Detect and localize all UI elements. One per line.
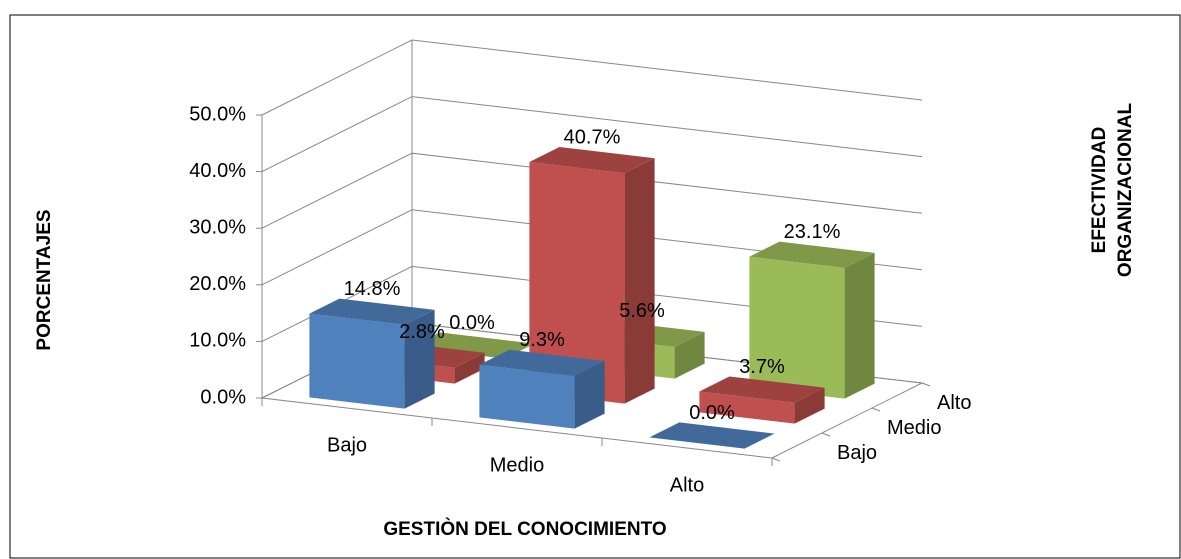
bar-side xyxy=(624,158,655,404)
bar-side xyxy=(454,352,485,384)
bar-side xyxy=(674,331,705,379)
x-tick-label: Alto xyxy=(670,474,704,496)
z-tick xyxy=(921,382,931,387)
y-tick-label: 40.0% xyxy=(189,160,246,182)
bar xyxy=(409,332,535,359)
data-label: 9.3% xyxy=(519,329,565,351)
bar-top xyxy=(699,376,825,403)
bar-top xyxy=(309,298,435,325)
grid-line xyxy=(261,96,923,173)
bar-side xyxy=(574,360,605,429)
y-tick-label: 50.0% xyxy=(189,103,246,125)
z-tick xyxy=(871,407,881,412)
data-label: 23.1% xyxy=(784,221,841,243)
data-label: 14.8% xyxy=(344,278,401,300)
grid-line xyxy=(261,152,923,229)
data-label: 2.8% xyxy=(399,321,445,343)
bar-top xyxy=(529,147,655,174)
z-axis-title: EFECTIVIDAD xyxy=(1089,127,1110,254)
bar-top xyxy=(649,422,775,449)
data-label: 0.0% xyxy=(449,312,495,334)
bar-front xyxy=(479,364,575,429)
bar xyxy=(309,298,435,409)
bar xyxy=(529,147,655,404)
bar-side xyxy=(844,252,875,399)
x-axis-title: GESTIÒN DEL CONOCIMIENTO xyxy=(383,518,666,540)
bar-top xyxy=(479,349,605,376)
z-tick xyxy=(771,457,781,462)
bar-side xyxy=(404,309,435,409)
x-tick-label: Bajo xyxy=(327,434,367,456)
y-tick-label: 10.0% xyxy=(189,330,246,352)
bar-front xyxy=(749,256,845,399)
bar-front xyxy=(309,313,405,409)
data-label: 3.7% xyxy=(739,356,785,378)
x-tick-label: Medio xyxy=(490,454,544,476)
grid-line xyxy=(261,209,923,286)
z-axis-title: ORGANIZACIONAL xyxy=(1115,103,1136,278)
bar-front xyxy=(529,162,625,404)
data-label: 0.0% xyxy=(689,402,735,424)
data-label: 40.7% xyxy=(564,126,621,148)
bar xyxy=(649,422,775,449)
y-tick-label: 0.0% xyxy=(200,386,246,408)
bar xyxy=(749,241,875,399)
y-tick-label: 20.0% xyxy=(189,273,246,295)
legend-label: Alto xyxy=(937,392,971,414)
y-tick-label: 30.0% xyxy=(189,216,246,238)
bar-top xyxy=(749,241,875,268)
legend-label: Medio xyxy=(887,417,941,439)
data-label: 5.6% xyxy=(619,300,665,322)
y-axis-title: PORCENTAJES xyxy=(34,209,55,350)
bar-side xyxy=(794,387,825,424)
z-tick xyxy=(821,432,831,437)
bar-front xyxy=(699,391,795,424)
bar-top xyxy=(409,332,535,359)
bar xyxy=(479,349,605,429)
bar xyxy=(699,376,825,424)
legend-label: Bajo xyxy=(837,442,877,464)
grid-line xyxy=(261,39,923,116)
